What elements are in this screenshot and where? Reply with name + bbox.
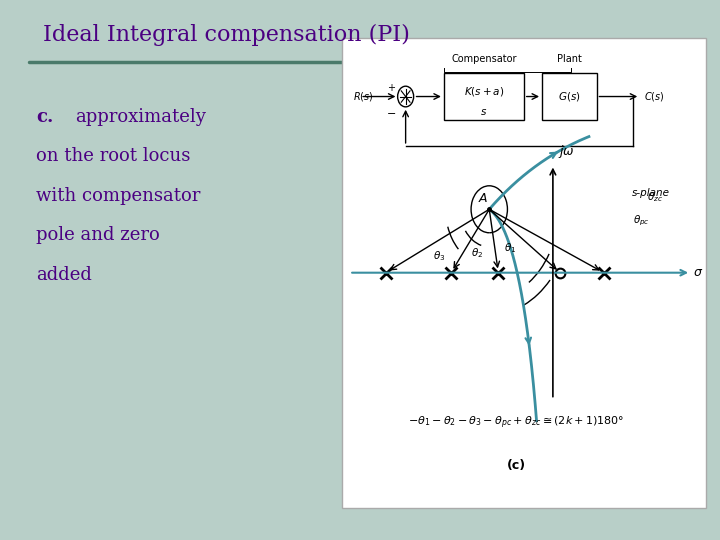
Text: $\theta_{pc}$: $\theta_{pc}$ (633, 214, 649, 228)
Text: $G(s)$: $G(s)$ (558, 90, 580, 103)
Text: $\theta_3$: $\theta_3$ (433, 249, 445, 264)
Bar (342, 38, 706, 508)
Text: $\theta_2$: $\theta_2$ (471, 246, 483, 260)
Text: $j\omega$: $j\omega$ (558, 143, 575, 160)
Text: Plant: Plant (557, 54, 582, 64)
Text: $+$: $+$ (387, 82, 397, 93)
Bar (542, 73, 596, 120)
Text: $-$: $-$ (386, 107, 396, 117)
Text: on the root locus: on the root locus (36, 147, 190, 165)
Text: approximately: approximately (76, 108, 207, 126)
Text: $s$: $s$ (480, 107, 487, 117)
Text: Compensator: Compensator (451, 54, 516, 64)
Text: $C(s)$: $C(s)$ (644, 90, 665, 103)
Text: $A$: $A$ (478, 192, 489, 205)
Text: c.: c. (36, 108, 53, 126)
Text: pole and zero: pole and zero (36, 226, 160, 244)
Bar (444, 73, 523, 120)
Text: $\theta_1$: $\theta_1$ (504, 241, 516, 255)
Text: (c): (c) (507, 459, 526, 472)
Text: $-\theta_1 - \theta_2 - \theta_3 - \theta_{pc} + \theta_{zc} \cong (2k+1)180°$: $-\theta_1 - \theta_2 - \theta_3 - \thet… (408, 415, 625, 431)
Text: Ideal Integral compensation (PI): Ideal Integral compensation (PI) (43, 24, 410, 46)
Text: added: added (36, 266, 92, 284)
Text: $R(s)$: $R(s)$ (353, 90, 374, 103)
Text: with compensator: with compensator (36, 187, 200, 205)
Text: $\sigma$: $\sigma$ (693, 266, 703, 279)
Text: s-plane: s-plane (632, 188, 670, 198)
Text: $\theta_{zc}$: $\theta_{zc}$ (647, 190, 663, 204)
Text: $K(s+a)$: $K(s+a)$ (464, 85, 504, 98)
